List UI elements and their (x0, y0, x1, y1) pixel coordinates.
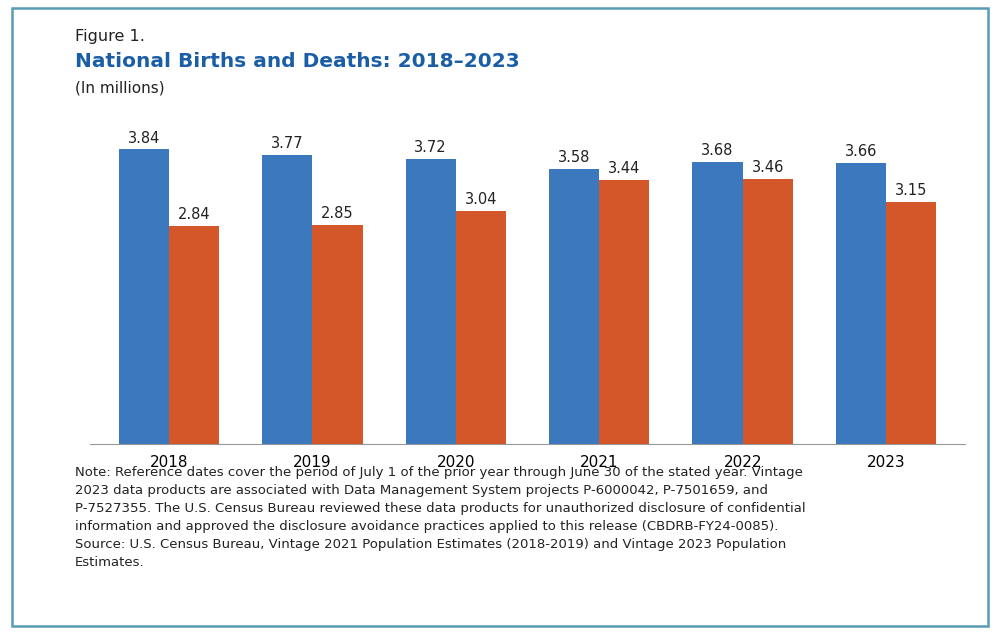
Bar (312, 225, 363, 444)
Bar (456, 210, 506, 444)
Text: 3.44: 3.44 (608, 161, 641, 176)
Text: 3.66: 3.66 (845, 145, 877, 159)
Bar (599, 180, 649, 444)
Text: Figure 1.: Figure 1. (75, 29, 145, 44)
Bar (406, 158, 456, 444)
Bar (169, 226, 219, 444)
Bar (262, 155, 312, 444)
Text: 3.68: 3.68 (701, 143, 734, 158)
Bar (836, 163, 886, 444)
Text: 3.46: 3.46 (752, 160, 784, 175)
Bar (692, 162, 743, 444)
Text: 3.77: 3.77 (271, 136, 304, 151)
Text: 2.84: 2.84 (178, 207, 210, 223)
Bar (549, 169, 599, 444)
Text: 3.04: 3.04 (465, 192, 497, 207)
Text: 2.85: 2.85 (321, 207, 354, 221)
Text: 3.72: 3.72 (414, 139, 447, 155)
Bar (119, 150, 169, 444)
Text: National Births and Deaths: 2018–2023: National Births and Deaths: 2018–2023 (75, 52, 520, 71)
Text: 3.15: 3.15 (895, 183, 927, 198)
Bar (743, 179, 793, 444)
Text: 3.58: 3.58 (558, 150, 590, 165)
Text: (In millions): (In millions) (75, 81, 165, 96)
Text: 3.84: 3.84 (128, 131, 160, 146)
Text: Note: Reference dates cover the period of July 1 of the prior year through June : Note: Reference dates cover the period o… (75, 466, 806, 569)
Bar (886, 202, 936, 444)
